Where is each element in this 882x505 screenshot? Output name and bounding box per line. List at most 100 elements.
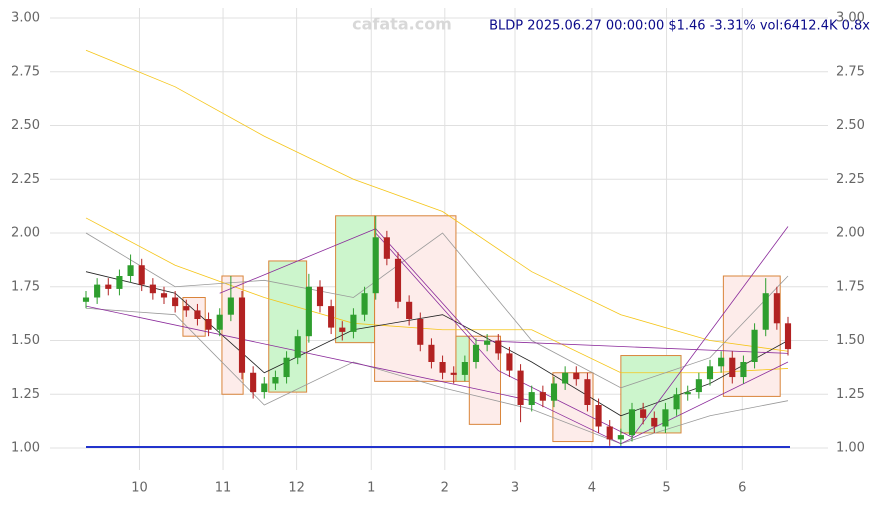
y2-tick-label: 2.75: [836, 64, 865, 79]
y2-tick-label: 2.00: [836, 226, 865, 241]
candle-body: [528, 392, 535, 405]
y-tick-label: 1.25: [11, 387, 40, 402]
candle-body: [216, 314, 223, 330]
candle-body: [673, 394, 680, 410]
x-tick-label: 5: [662, 481, 670, 496]
candle-body: [160, 293, 168, 298]
indicator-line: [85, 217, 789, 374]
candle-body: [105, 284, 112, 289]
candle-body: [350, 314, 357, 332]
candle-body: [82, 297, 90, 302]
x-tick-label: 1: [367, 481, 375, 496]
candle-body: [172, 297, 179, 307]
x-tick-label: 2: [441, 481, 449, 496]
candle-body: [729, 357, 736, 378]
candle-body: [640, 409, 647, 418]
y2-tick-label: 2.50: [836, 118, 865, 133]
candle-body: [116, 276, 123, 289]
candle-body: [149, 284, 156, 294]
indicator-line: [85, 271, 789, 417]
candle-body: [127, 265, 134, 276]
candle-body: [773, 293, 780, 324]
y2-tick-label: 1.75: [836, 279, 865, 294]
x-tick-label: 3: [511, 481, 519, 496]
candle-body: [751, 329, 758, 362]
indicator-line: [375, 226, 789, 438]
zone: [374, 215, 457, 382]
candle-body: [283, 357, 290, 378]
candle-body: [294, 336, 301, 358]
y2-tick-label: 1.00: [836, 441, 865, 456]
x-tick-label: 12: [288, 481, 305, 496]
candle-body: [361, 293, 368, 315]
candle-body: [762, 293, 769, 330]
y-tick-label: 2.75: [11, 64, 40, 79]
candle-body: [238, 297, 246, 373]
candle-body: [628, 409, 636, 436]
candle-body: [695, 379, 702, 393]
candle-body: [428, 344, 435, 362]
candle-body: [484, 340, 491, 345]
x-tick-label: 10: [131, 481, 148, 496]
candle-body: [706, 366, 714, 380]
candle-body: [450, 372, 457, 375]
candle-body: [183, 306, 190, 311]
y2-tick-label: 2.25: [836, 172, 865, 187]
watermark: cafata.com: [352, 15, 452, 34]
x-tick-label: 4: [588, 481, 596, 496]
candle-body: [595, 405, 602, 427]
candle-body: [339, 327, 346, 332]
candle-body: [328, 306, 335, 328]
candles-layer: [82, 215, 792, 446]
candle-body: [205, 319, 212, 330]
candle-body: [539, 392, 546, 401]
y-tick-label: 3.00: [11, 11, 40, 26]
candle-body: [417, 319, 424, 345]
candle-body: [550, 383, 558, 401]
candle-body: [194, 310, 201, 319]
indicator-line: [219, 228, 789, 354]
candle-body: [573, 372, 580, 380]
indicator-line: [85, 305, 789, 445]
y-tick-label: 2.25: [11, 172, 40, 187]
candle-body: [617, 435, 624, 440]
y2-tick-label: 3.00: [836, 11, 865, 26]
y-tick-label: 2.00: [11, 226, 40, 241]
y2-tick-label: 1.25: [836, 387, 865, 402]
candle-body: [684, 392, 691, 395]
candle-body: [517, 370, 524, 405]
candle-body: [562, 372, 569, 384]
candle-body: [584, 379, 591, 405]
chart-title: BLDP 2025.06.27 00:00:00 $1.46 -3.31% vo…: [489, 19, 870, 34]
candle-body: [305, 286, 312, 337]
indicator-line: [85, 307, 789, 445]
candle-body: [227, 297, 234, 315]
candle-body: [394, 258, 402, 302]
candle-body: [272, 377, 279, 384]
candle-body: [250, 372, 257, 393]
candle-body: [784, 323, 792, 350]
x-tick-label: 6: [738, 481, 746, 496]
indicator-line: [85, 49, 789, 352]
x-tick-label: 11: [215, 481, 232, 496]
y-tick-label: 1.75: [11, 279, 40, 294]
candle-body: [406, 301, 413, 319]
candle-body: [372, 237, 379, 294]
candle-body: [740, 362, 747, 378]
indicator-line: [85, 232, 789, 389]
candle-body: [261, 383, 268, 393]
candle-body: [94, 284, 101, 298]
candle-body: [439, 362, 446, 373]
candle-body: [718, 357, 725, 367]
candle-body: [651, 417, 658, 427]
candle-body: [316, 286, 324, 307]
candle-body: [495, 340, 502, 354]
candle-body: [472, 344, 480, 362]
candle-body: [606, 426, 613, 440]
y-tick-label: 1.50: [11, 333, 40, 348]
candle-body: [506, 353, 513, 371]
candle-body: [461, 362, 468, 375]
y-tick-label: 2.50: [11, 118, 40, 133]
y-tick-label: 1.00: [11, 441, 40, 456]
